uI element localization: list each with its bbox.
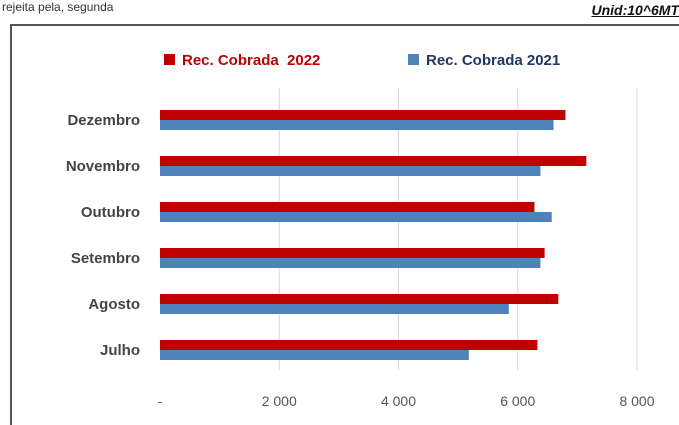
x-tick-label: 8 000 [619,393,654,409]
legend-swatch-2022 [164,54,175,65]
legend-label-2022: Rec. Cobrada 2022 [182,52,320,69]
bars-layer [160,110,587,360]
bar-2022 [160,340,538,350]
bar-2022 [160,248,545,258]
bar-2021 [160,166,541,176]
bar-2021 [160,258,541,268]
grid-layer [278,88,638,370]
category-label: Julho [100,342,140,359]
labels-layer: - 2 000 4 000 6 000 8 000 Dezembro Novembro Out… [66,112,655,409]
bar-2021 [160,120,554,130]
top-caption: rejeita pela, segunda [2,0,114,14]
x-tick-label: 2 000 [262,393,297,409]
legend-swatch-2021 [408,54,419,65]
legend: Rec. Cobrada 2022 Rec. Cobrada 2021 [164,52,560,69]
category-label: Agosto [88,296,140,313]
unit-label: Unid:10^6MT [591,2,679,18]
bar-2022 [160,156,587,166]
bar-2022 [160,202,535,212]
x-tick-label: 4 000 [381,393,416,409]
x-tick-label: - [158,393,163,409]
bar-2021 [160,212,552,222]
bar-2022 [160,294,559,304]
category-label: Dezembro [67,112,140,129]
chart-frame [10,24,679,425]
legend-label-2021: Rec. Cobrada 2021 [426,52,560,69]
bar-2021 [160,350,469,360]
bar-2022 [160,110,566,120]
bar-2021 [160,304,509,314]
category-label: Setembro [71,250,140,267]
x-tick-label: 6 000 [500,393,535,409]
category-label: Novembro [66,158,140,175]
category-label: Outubro [81,204,140,221]
